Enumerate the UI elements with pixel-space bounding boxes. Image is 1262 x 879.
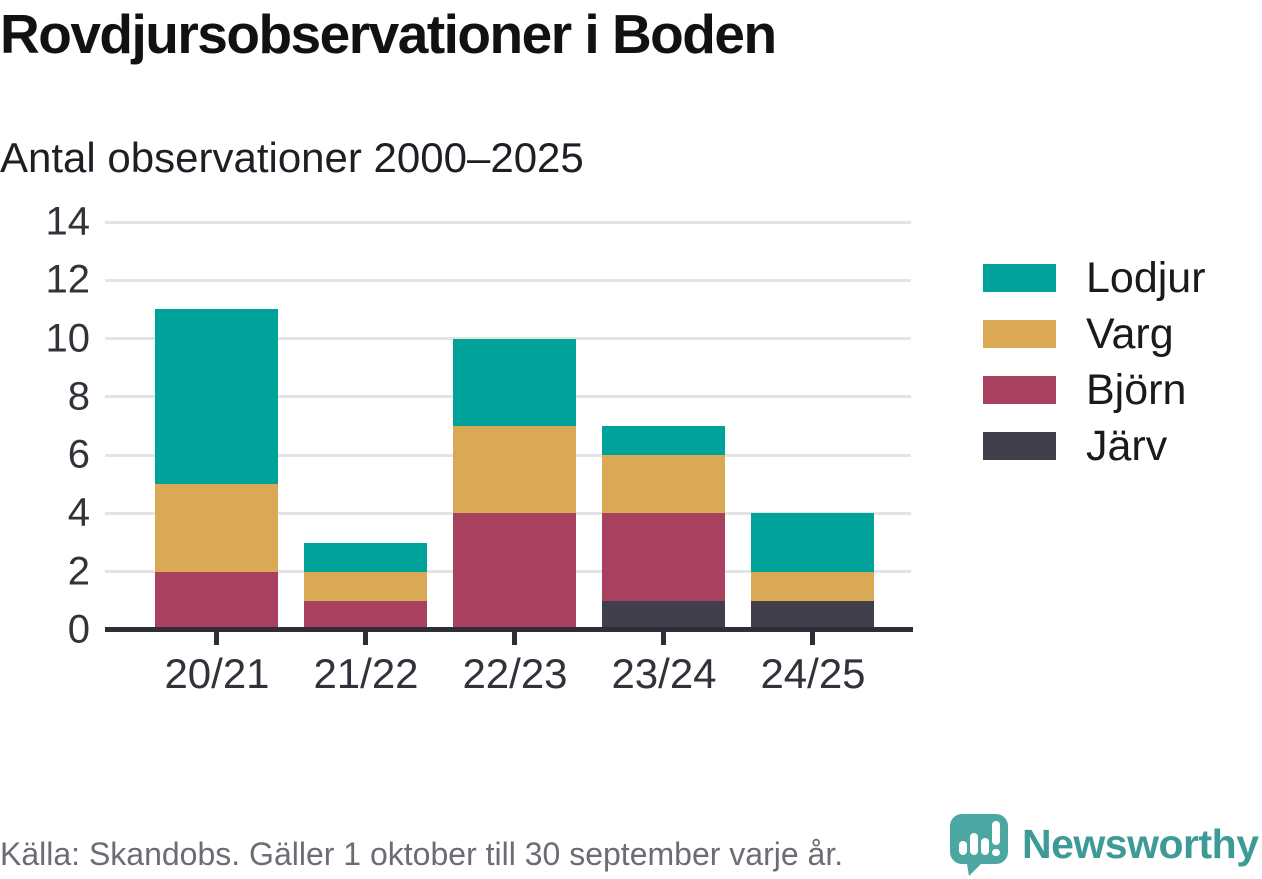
bar-segment-björn-22/23: [453, 513, 576, 630]
legend-item-lodjur: Lodjur: [983, 254, 1206, 302]
logo-exclamation-dot: [992, 849, 1000, 856]
bar-segment-järv-23/24: [602, 600, 725, 630]
legend-label-lodjur: Lodjur: [1086, 253, 1206, 302]
y-axis-label-14: 14: [45, 199, 91, 244]
x-axis-label-23/24: 23/24: [611, 650, 717, 697]
legend-item-varg: Varg: [983, 310, 1206, 358]
legend-item-björn: Björn: [983, 366, 1206, 414]
bar-segment-lodjur-20/21: [155, 309, 278, 485]
legend-swatch-järv: [983, 432, 1056, 460]
y-axis-label-0: 0: [67, 607, 90, 652]
plot-area: [105, 220, 913, 645]
x-axis-label-24/25: 24/25: [760, 650, 866, 697]
legend-label-björn: Björn: [1086, 365, 1187, 414]
bar-segment-lodjur-22/23: [453, 338, 576, 426]
x-tick-22/23: [512, 632, 517, 645]
legend-label-järv: Järv: [1086, 421, 1168, 470]
bar-segment-björn-20/21: [155, 571, 278, 630]
legend-item-järv: Järv: [983, 422, 1206, 470]
x-axis-label-22/23: 22/23: [462, 650, 568, 697]
logo-bar-3: [981, 838, 989, 855]
bar-segment-varg-24/25: [751, 571, 874, 601]
legend-swatch-varg: [983, 320, 1056, 348]
bar-segment-varg-22/23: [453, 426, 576, 514]
bar-segment-varg-23/24: [602, 455, 725, 514]
y-axis-label-12: 12: [45, 257, 91, 302]
bar-20/21: [155, 222, 278, 630]
legend-swatch-lodjur: [983, 264, 1056, 292]
x-axis-line: [105, 627, 913, 632]
logo-bar-2: [970, 833, 978, 855]
x-tick-23/24: [661, 632, 666, 645]
bar-segment-lodjur-23/24: [602, 426, 725, 456]
legend: Lodjur Varg Björn Järv: [983, 254, 1206, 488]
bar-21/22: [304, 222, 427, 630]
legend-label-varg: Varg: [1086, 309, 1174, 358]
newsworthy-wordmark: Newsworthy: [1022, 820, 1259, 867]
legend-swatch-björn: [983, 376, 1056, 404]
y-axis-label-10: 10: [45, 316, 91, 361]
y-axis-label-8: 8: [67, 374, 90, 419]
newsworthy-branding: Newsworthy: [948, 812, 1259, 876]
y-axis-label-4: 4: [67, 490, 90, 535]
bar-23/24: [602, 222, 725, 630]
bar-24/25: [751, 222, 874, 630]
logo-exclamation-bar: [992, 821, 1000, 845]
x-axis-label-21/22: 21/22: [313, 650, 419, 697]
bar-segment-lodjur-21/22: [304, 542, 427, 572]
newsworthy-logo-icon: [950, 814, 1008, 876]
logo-bar-1: [959, 841, 967, 855]
bar-segment-björn-21/22: [304, 600, 427, 630]
bar-segment-varg-20/21: [155, 484, 278, 572]
y-axis-label-6: 6: [67, 432, 90, 477]
x-tick-21/22: [363, 632, 368, 645]
x-tick-20/21: [214, 632, 219, 645]
bar-segment-järv-24/25: [751, 600, 874, 630]
gridline-y-14: [105, 220, 911, 224]
gridline-y-12: [105, 278, 911, 282]
bar-segment-varg-21/22: [304, 571, 427, 601]
source-note: Källa: Skandobs. Gäller 1 oktober till 3…: [0, 836, 844, 872]
bar-segment-lodjur-24/25: [751, 513, 874, 572]
y-axis-label-2: 2: [67, 549, 90, 594]
chart-title: Rovdjursobservationer i Boden: [0, 3, 777, 65]
x-tick-24/25: [810, 632, 815, 645]
bar-22/23: [453, 222, 576, 630]
chart-subtitle: Antal observationer 2000–2025: [0, 134, 584, 181]
x-axis-label-20/21: 20/21: [164, 650, 270, 697]
bar-segment-björn-23/24: [602, 513, 725, 601]
